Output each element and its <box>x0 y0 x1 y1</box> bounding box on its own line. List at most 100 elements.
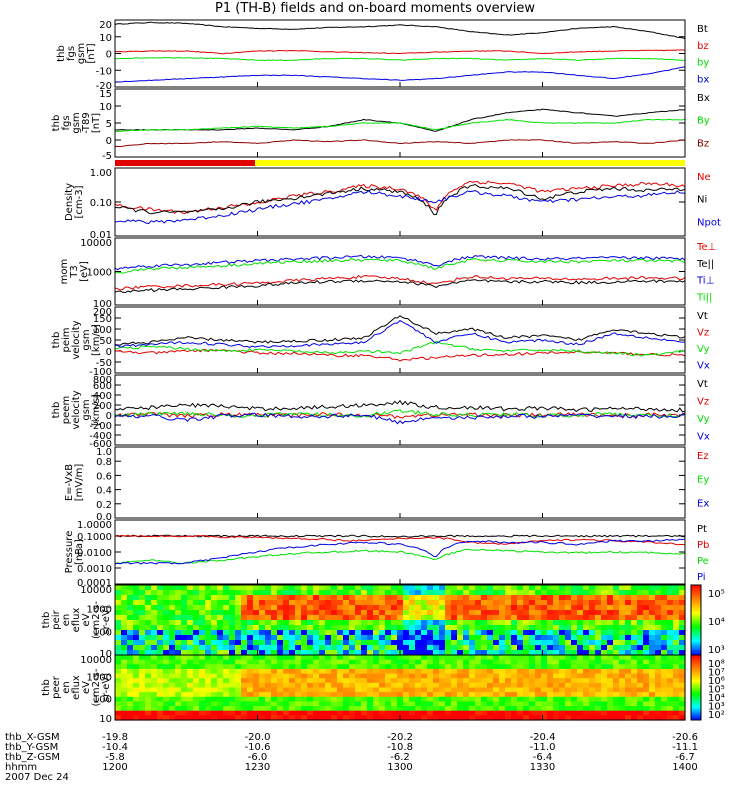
spectrogram-cell <box>151 595 158 601</box>
spectrogram-cell <box>235 650 242 656</box>
spectrogram-cell <box>331 655 338 661</box>
spectrogram-cell <box>283 625 290 631</box>
spectrogram-cell <box>475 625 482 631</box>
spectrogram-cell <box>247 710 254 716</box>
spectrogram-cell <box>355 655 362 661</box>
spectrogram-cell <box>451 625 458 631</box>
spectrogram-cell <box>613 687 620 693</box>
spectrogram-cell <box>511 682 518 689</box>
spectrogram-cell <box>505 696 512 703</box>
spectrogram-cell <box>655 673 662 679</box>
spectrogram-cell <box>433 650 440 656</box>
spectrogram-cell <box>661 710 668 716</box>
spectrogram-cell <box>121 645 128 651</box>
y-axis-label: eV <box>81 681 92 694</box>
spectrogram-cell <box>535 650 542 656</box>
spectrogram-cell <box>325 655 332 661</box>
spectrogram-cell <box>361 625 368 631</box>
spectrogram-cell <box>277 625 284 631</box>
spectrogram-cell <box>673 635 680 641</box>
spectrogram-cell <box>187 615 194 621</box>
spectrogram-cell <box>475 610 482 616</box>
spectrogram-cell <box>319 610 326 616</box>
spectrogram-cell <box>355 710 362 716</box>
spectrogram-cell <box>625 701 632 707</box>
spectrogram-cell <box>499 620 506 626</box>
spectrogram-cell <box>145 678 152 684</box>
spectrogram-cell <box>553 645 560 651</box>
spectrogram-cell <box>463 668 470 675</box>
spectrogram-cell <box>601 673 608 679</box>
spectrogram-cell <box>679 645 686 651</box>
spectrogram-cell <box>181 668 188 675</box>
spectrogram-cell <box>577 635 584 641</box>
spectrogram-cell <box>541 590 548 596</box>
spectrogram-cell <box>145 605 152 611</box>
spectrogram-cell <box>649 630 656 636</box>
spectrogram-cell <box>151 715 158 721</box>
spectrogram-cell <box>163 600 170 606</box>
spectrogram-cell <box>271 650 278 656</box>
spectrogram-cell <box>607 701 614 707</box>
spectrogram-cell <box>301 615 308 621</box>
spectrogram-cell <box>415 687 422 693</box>
spectrogram-cell <box>265 585 272 591</box>
spectrogram-cell <box>619 635 626 641</box>
spectrogram-cell <box>307 610 314 616</box>
spectrogram-cell <box>457 668 464 675</box>
spectrogram-cell <box>667 635 674 641</box>
spectrogram-cell <box>583 673 590 679</box>
spectrogram-cell <box>595 615 602 621</box>
spectrogram-cell <box>613 635 620 641</box>
spectrogram-cell <box>445 696 452 703</box>
spectrogram-cell <box>187 635 194 641</box>
spectrogram-cell <box>307 630 314 636</box>
spectrogram-cell <box>235 664 242 670</box>
spectrogram-cell <box>259 687 266 693</box>
spectrogram-cell <box>331 605 338 611</box>
spectrogram-cell <box>577 615 584 621</box>
spectrogram-cell <box>391 701 398 707</box>
spectrogram-cell <box>637 692 644 698</box>
spectrogram-cell <box>439 715 446 721</box>
spectrogram-cell <box>343 655 350 661</box>
spectrogram-cell <box>175 682 182 689</box>
spectrogram-cell <box>133 590 140 596</box>
spectrogram-cell <box>403 659 410 665</box>
spectrogram-cell <box>415 630 422 636</box>
spectrogram-cell <box>667 645 674 651</box>
spectrogram-cell <box>157 673 164 679</box>
spectrogram-cell <box>175 696 182 703</box>
spectrogram-cell <box>475 605 482 611</box>
spectrogram-cell <box>229 706 236 712</box>
spectrogram-cell <box>265 678 272 684</box>
spectrogram-cell <box>151 630 158 636</box>
spectrogram-cell <box>343 687 350 693</box>
spectrogram-cell <box>115 664 122 670</box>
spectrogram-cell <box>325 696 332 703</box>
spectrogram-cell <box>463 659 470 665</box>
spectrogram-cell <box>133 682 140 689</box>
spectrogram-cell <box>313 640 320 646</box>
spectrogram-cell <box>217 687 224 693</box>
spectrogram-cell <box>169 625 176 631</box>
spectrogram-cell <box>559 635 566 641</box>
spectrogram-cell <box>199 682 206 689</box>
spectrogram-cell <box>331 673 338 679</box>
spectrogram-cell <box>559 605 566 611</box>
spectrogram-cell <box>559 610 566 616</box>
spectrogram-cell <box>193 605 200 611</box>
spectrogram-cell <box>511 706 518 712</box>
spectrogram-cell <box>235 682 242 689</box>
spectrogram-cell <box>319 687 326 693</box>
spectrogram-cell <box>139 605 146 611</box>
spectrogram-cell <box>517 710 524 716</box>
spectrogram-cell <box>115 687 122 693</box>
spectrogram-cell <box>163 615 170 621</box>
spectrogram-cell <box>373 630 380 636</box>
spectrogram-cell <box>481 600 488 606</box>
spectrogram-cell <box>661 692 668 698</box>
spectrogram-cell <box>427 595 434 601</box>
y-axis-label: thb <box>51 332 62 349</box>
spectrogram-cell <box>205 590 212 596</box>
